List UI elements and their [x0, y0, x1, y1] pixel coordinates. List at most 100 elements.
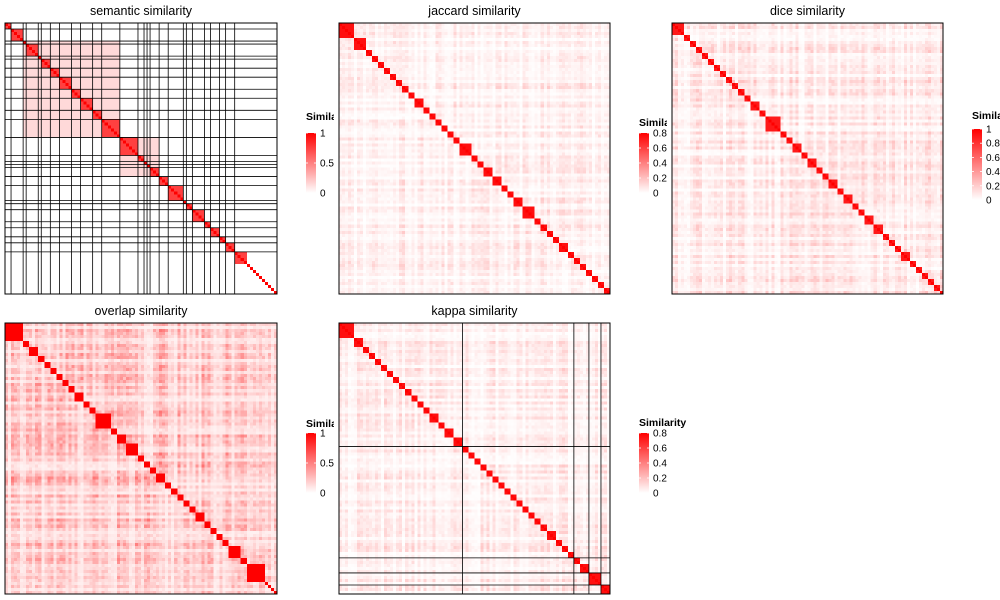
- heatmap-cell: [137, 56, 142, 60]
- heatmap-cell: [228, 50, 233, 54]
- heatmap-cell: [53, 77, 57, 81]
- heatmap-cell: [86, 104, 90, 108]
- heatmap-cell: [141, 104, 145, 108]
- heatmap-cell: [252, 71, 257, 75]
- heatmap-cell: [131, 56, 136, 60]
- heatmap-cell: [219, 155, 223, 159]
- heatmap-cell: [255, 101, 260, 105]
- heatmap-cell: [195, 80, 199, 84]
- heatmap-cell: [32, 119, 36, 123]
- heatmap-cell: [255, 68, 260, 72]
- heatmap-cell: [141, 50, 145, 54]
- heatmap-cell: [261, 80, 266, 84]
- heatmap-cell: [237, 29, 242, 33]
- heatmap-cell: [183, 26, 187, 30]
- heatmap-cell: [174, 119, 178, 123]
- heatmap-cell: [32, 32, 36, 36]
- heatmap-cell: [246, 89, 251, 93]
- heatmap-cell: [17, 68, 21, 72]
- heatmap-cell: [110, 95, 115, 99]
- heatmap-cell: [11, 41, 15, 45]
- heatmap-cell: [107, 65, 112, 69]
- heatmap-cell: [228, 59, 233, 63]
- heatmap-cell: [62, 146, 66, 150]
- heatmap-cell: [261, 56, 266, 60]
- heatmap-cell: [150, 86, 154, 90]
- heatmap-cell: [20, 134, 24, 138]
- heatmap-cell: [213, 23, 217, 27]
- heatmap-cell: [113, 125, 118, 129]
- heatmap-cell: [216, 44, 220, 48]
- heatmap-cell: [35, 53, 39, 57]
- heatmap-cell: [101, 68, 106, 72]
- heatmap-cell: [86, 170, 90, 174]
- heatmap-cell: [38, 95, 42, 99]
- heatmap-cell: [213, 32, 217, 36]
- heatmap-cell: [62, 140, 66, 144]
- heatmap-cell: [234, 23, 239, 27]
- heatmap-cell: [225, 92, 229, 96]
- heatmap-cell: [56, 128, 60, 132]
- heatmap-cell: [252, 23, 257, 27]
- heatmap-cell: [101, 41, 106, 45]
- heatmap-cell: [216, 62, 220, 66]
- heatmap-cell: [41, 125, 45, 129]
- heatmap-cell: [17, 179, 21, 183]
- heatmap-cell: [228, 119, 233, 123]
- heatmap-cell: [86, 128, 90, 132]
- heatmap-cell: [159, 167, 163, 171]
- heatmap-cell: [180, 23, 184, 27]
- heatmap-cell: [134, 131, 139, 135]
- heatmap-cell: [213, 59, 217, 63]
- heatmap-cell: [110, 32, 115, 36]
- heatmap-cell: [56, 110, 60, 114]
- heatmap-cell: [153, 86, 157, 90]
- heatmap-cell: [207, 38, 211, 42]
- heatmap-cell: [162, 35, 166, 39]
- heatmap-cell: [150, 89, 154, 93]
- heatmap-cell: [177, 110, 181, 114]
- heatmap-cell: [86, 140, 90, 144]
- heatmap-cell: [128, 71, 133, 75]
- heatmap-cell: [89, 47, 93, 51]
- heatmap-cell: [86, 71, 90, 75]
- heatmap-cell: [234, 29, 239, 33]
- heatmap-cell: [95, 47, 100, 51]
- heatmap-cell: [267, 83, 272, 87]
- heatmap-cell: [65, 128, 69, 132]
- heatmap-cell: [267, 137, 272, 141]
- heatmap-cell: [213, 62, 217, 66]
- heatmap-cell: [56, 131, 60, 135]
- heatmap-cell: [231, 119, 236, 123]
- heatmap-cell: [47, 41, 51, 45]
- heatmap-cell: [77, 131, 81, 135]
- heatmap-cell: [210, 26, 214, 30]
- heatmap-cell: [270, 110, 275, 114]
- heatmap-cell: [137, 128, 142, 132]
- heatmap-cell: [171, 86, 175, 90]
- heatmap-cell: [225, 50, 229, 54]
- heatmap-cell: [237, 98, 242, 102]
- heatmap-cell: [53, 179, 57, 183]
- heatmap-cell: [228, 32, 233, 36]
- heatmap-cell: [258, 65, 263, 69]
- heatmap-cell: [165, 68, 169, 72]
- heatmap-cell: [195, 125, 199, 129]
- heatmap-cell: [71, 68, 75, 72]
- heatmap-cell: [29, 65, 33, 69]
- heatmap-cell: [228, 83, 233, 87]
- heatmap-cell: [119, 86, 124, 90]
- heatmap-cell: [29, 149, 33, 153]
- heatmap-cell: [110, 74, 115, 78]
- heatmap-cell: [228, 137, 233, 141]
- heatmap-cell: [53, 47, 57, 51]
- heatmap-cell: [159, 41, 163, 45]
- heatmap-cell: [29, 125, 33, 129]
- heatmap-cell: [198, 107, 202, 111]
- heatmap-cell: [213, 44, 217, 48]
- heatmap-cell: [32, 185, 36, 189]
- heatmap-cell: [8, 98, 12, 102]
- heatmap-cell: [41, 53, 45, 57]
- heatmap-cell: [141, 119, 145, 123]
- heatmap-cell: [159, 170, 163, 174]
